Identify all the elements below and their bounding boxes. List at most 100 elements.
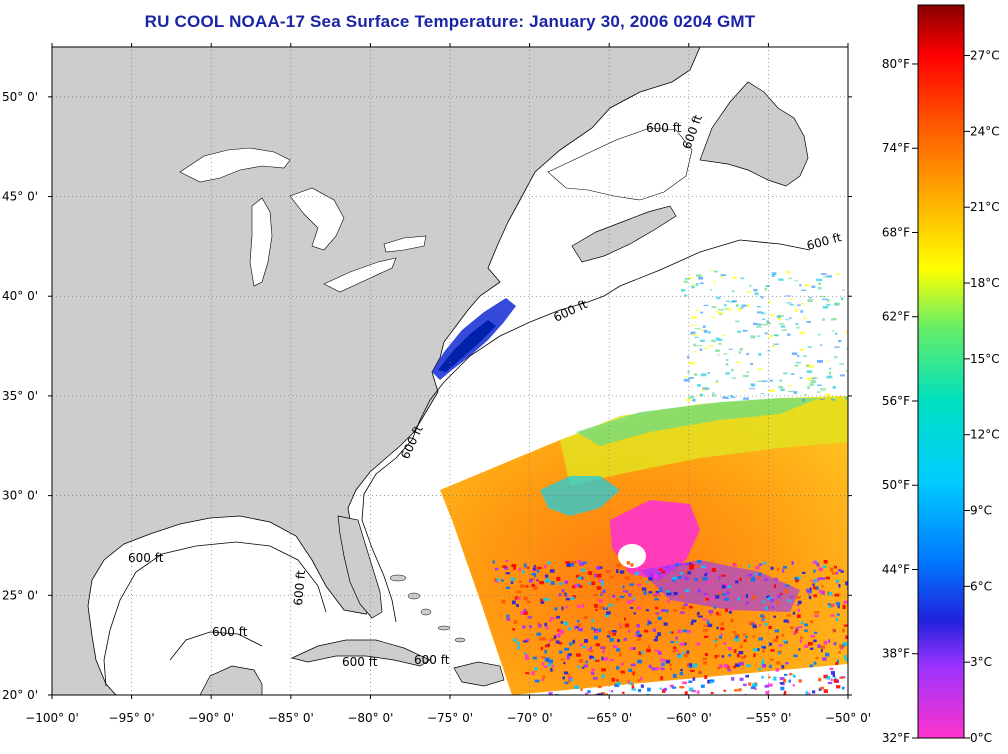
sst-fleck: [831, 318, 837, 321]
sst-speckle: [750, 577, 756, 582]
sst-speckle: [575, 574, 580, 578]
sst-speckle: [637, 659, 643, 664]
sst-speckle: [679, 572, 684, 575]
sst-speckle: [782, 568, 785, 573]
sst-speckle: [600, 580, 604, 584]
sst-speckle: [793, 631, 797, 636]
sst-fleck: [684, 294, 688, 297]
sst-fleck: [811, 285, 816, 288]
sst-fleck: [819, 344, 823, 346]
sst-speckle: [845, 635, 848, 640]
sst-fleck: [747, 304, 751, 307]
sst-speckle: [523, 596, 528, 601]
sst-speckle: [830, 671, 835, 675]
sst-speckle: [650, 561, 655, 564]
sst-fleck: [688, 376, 694, 379]
sst-speckle: [660, 609, 666, 612]
sst-speckle: [717, 666, 720, 670]
sst-speckle: [565, 595, 568, 598]
sst-fleck: [740, 277, 745, 280]
sst-speckle: [769, 658, 774, 661]
sst-speckle: [633, 612, 637, 615]
newfoundland-land: [699, 81, 809, 187]
sst-speckle: [591, 668, 595, 672]
isobath-600ft-southeast: [361, 419, 421, 623]
sst-speckle: [780, 686, 785, 691]
sst-speckle: [799, 639, 803, 643]
sst-speckle: [592, 677, 598, 680]
sst-speckle: [789, 626, 794, 630]
sst-speckle: [597, 693, 603, 695]
sst-speckle: [583, 639, 588, 643]
sst-fleck: [699, 393, 704, 397]
sst-speckle: [657, 572, 660, 575]
sst-speckle: [505, 572, 511, 575]
sst-speckle: [776, 661, 781, 665]
sst-speckle: [704, 573, 708, 577]
sst-speckle: [720, 627, 725, 631]
sst-speckle: [561, 589, 565, 592]
lat-tick-label: 50° 0': [2, 90, 38, 104]
sst-speckle: [658, 568, 663, 571]
sst-fleck: [845, 370, 848, 372]
sst-speckle: [703, 624, 708, 627]
sst-speckle: [827, 681, 833, 685]
sst-fleck: [687, 370, 691, 374]
sst-fleck: [809, 383, 814, 387]
sst-speckle: [651, 667, 655, 671]
sst-fleck: [764, 332, 768, 335]
sst-fleck: [835, 303, 838, 306]
sst-fleck: [836, 272, 840, 276]
sst-fleck: [704, 347, 708, 350]
sst-speckle: [755, 566, 760, 570]
sst-speckle: [657, 651, 662, 655]
sst-speckle: [745, 594, 749, 598]
sst-speckle: [781, 664, 785, 669]
sst-speckle: [574, 625, 577, 630]
sst-speckle: [669, 684, 674, 688]
sst-speckle: [654, 598, 659, 601]
sst-speckle: [689, 563, 695, 567]
sst-speckle: [689, 605, 693, 609]
sst-speckle: [568, 673, 571, 676]
sst-speckle: [834, 565, 838, 569]
sst-fleck: [817, 384, 822, 386]
sst-speckle: [759, 624, 762, 627]
sst-fleck: [771, 274, 775, 278]
sst-speckle: [636, 630, 640, 633]
sst-speckle: [762, 649, 765, 653]
sst-speckle: [818, 688, 822, 691]
sst-gulfstream-edge-cyan: [540, 476, 620, 516]
lon-tick-label: −95° 0': [109, 711, 155, 725]
sst-speckle: [588, 581, 591, 585]
sst-fleck: [750, 362, 754, 366]
sst-noise-speckles: [492, 560, 848, 695]
sst-speckle: [655, 635, 659, 639]
colorbar-label-fahrenheit: 68°F: [882, 225, 910, 239]
sst-speckle: [827, 591, 830, 595]
sst-speckle: [683, 570, 688, 574]
sst-speckle: [616, 563, 621, 568]
sst-speckle: [656, 592, 661, 596]
map-gridlines: [52, 47, 848, 695]
sst-speckle: [723, 663, 729, 668]
sst-speckle: [813, 661, 817, 665]
sst-speckle: [494, 567, 499, 571]
sst-speckle: [563, 661, 566, 665]
sst-speckle: [829, 567, 834, 572]
sst-speckle: [573, 584, 576, 587]
sst-speckle: [627, 600, 632, 604]
sst-speckle: [661, 570, 666, 574]
sst-speckle: [506, 617, 511, 621]
sst-speckle: [773, 615, 777, 618]
sst-speckle: [632, 671, 635, 676]
sst-speckle: [511, 564, 517, 568]
sst-speckle: [575, 625, 579, 629]
map-title: RU COOL NOAA-17 Sea Surface Temperature:…: [144, 12, 756, 31]
sst-fleck: [826, 303, 831, 306]
sst-speckle: [513, 566, 516, 570]
sst-speckle: [557, 628, 560, 632]
sst-speckle: [698, 670, 701, 675]
sst-speckle: [746, 664, 751, 667]
sst-speckle: [784, 673, 788, 676]
